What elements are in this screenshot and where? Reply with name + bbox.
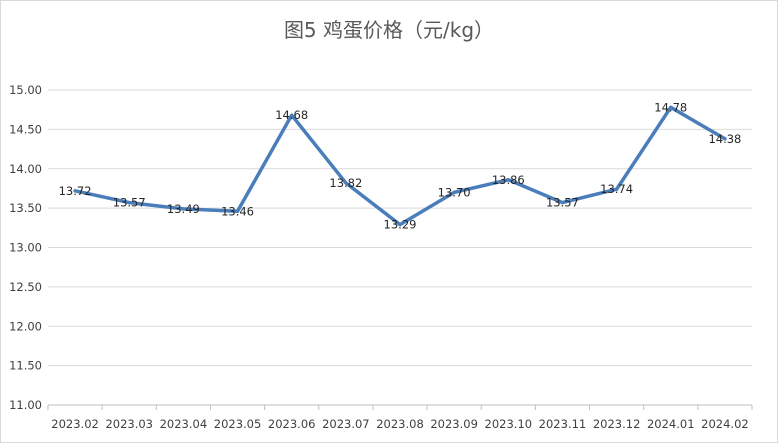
- x-tick-label: 2023.10: [485, 417, 533, 431]
- data-point: [73, 189, 77, 193]
- data-label: 14.78: [654, 100, 687, 114]
- data-point: [560, 201, 564, 205]
- series-line-group: [73, 105, 727, 227]
- data-label: 14.38: [708, 132, 741, 146]
- data-label: 13.57: [546, 196, 579, 210]
- data-label: 14.68: [275, 108, 308, 122]
- x-tick-label: 2023.08: [376, 417, 424, 431]
- x-tick-label: 2023.07: [322, 417, 370, 431]
- y-tick-label: 12.50: [9, 280, 42, 294]
- y-tick-label: 15.00: [9, 83, 42, 97]
- data-point: [127, 201, 131, 205]
- data-label: 13.82: [329, 176, 362, 190]
- data-point: [181, 207, 185, 211]
- x-tick-label: 2024.01: [647, 417, 695, 431]
- y-tick-label: 11.50: [9, 359, 42, 373]
- data-label: 13.49: [167, 202, 200, 216]
- data-label: 13.74: [600, 182, 633, 196]
- x-tick-label: 2023.06: [268, 417, 316, 431]
- data-label: 13.72: [59, 184, 92, 198]
- x-tick-label: 2023.05: [214, 417, 262, 431]
- y-tick-label: 14.50: [9, 122, 42, 136]
- x-tick-label: 2023.12: [593, 417, 641, 431]
- y-tick-label: 14.00: [9, 162, 42, 176]
- data-point: [506, 178, 510, 182]
- data-label: 13.46: [221, 204, 254, 218]
- y-tick-label: 11.00: [9, 398, 42, 412]
- y-axis-tick-labels: 11.00 11.50 12.00 12.50 13.00 13.50 14.00 14.50…: [9, 83, 42, 412]
- data-label: 13.86: [492, 173, 525, 187]
- y-tick-label: 13.50: [9, 201, 42, 215]
- x-tick-label: 2024.02: [701, 417, 749, 431]
- data-point: [290, 113, 294, 117]
- data-label: 13.70: [438, 185, 471, 199]
- data-point: [344, 181, 348, 185]
- data-point: [723, 137, 727, 141]
- data-point: [615, 187, 619, 191]
- x-tick-label: 2023.04: [160, 417, 208, 431]
- x-tick-label: 2023.09: [430, 417, 478, 431]
- gridlines: [47, 89, 753, 410]
- data-point: [669, 105, 673, 109]
- x-tick-label: 2023.11: [539, 417, 587, 431]
- x-axis-tick-labels: 2023.02 2023.03 2023.04 2023.05 2023.06 2023.…: [51, 417, 748, 431]
- data-point: [236, 209, 240, 213]
- data-label: 13.57: [113, 196, 146, 210]
- x-tick-label: 2023.02: [51, 417, 99, 431]
- chart-title: 图5 鸡蛋价格（元/kg）: [283, 18, 495, 42]
- data-point: [398, 223, 402, 227]
- y-tick-label: 12.00: [9, 319, 42, 333]
- data-labels: 13.72 13.57 13.49 13.46 14.68 13.82 13.29 13.70…: [59, 100, 742, 231]
- data-point: [452, 190, 456, 194]
- x-tick-label: 2023.03: [105, 417, 153, 431]
- y-tick-label: 13.00: [9, 241, 42, 255]
- data-label: 13.29: [384, 218, 417, 232]
